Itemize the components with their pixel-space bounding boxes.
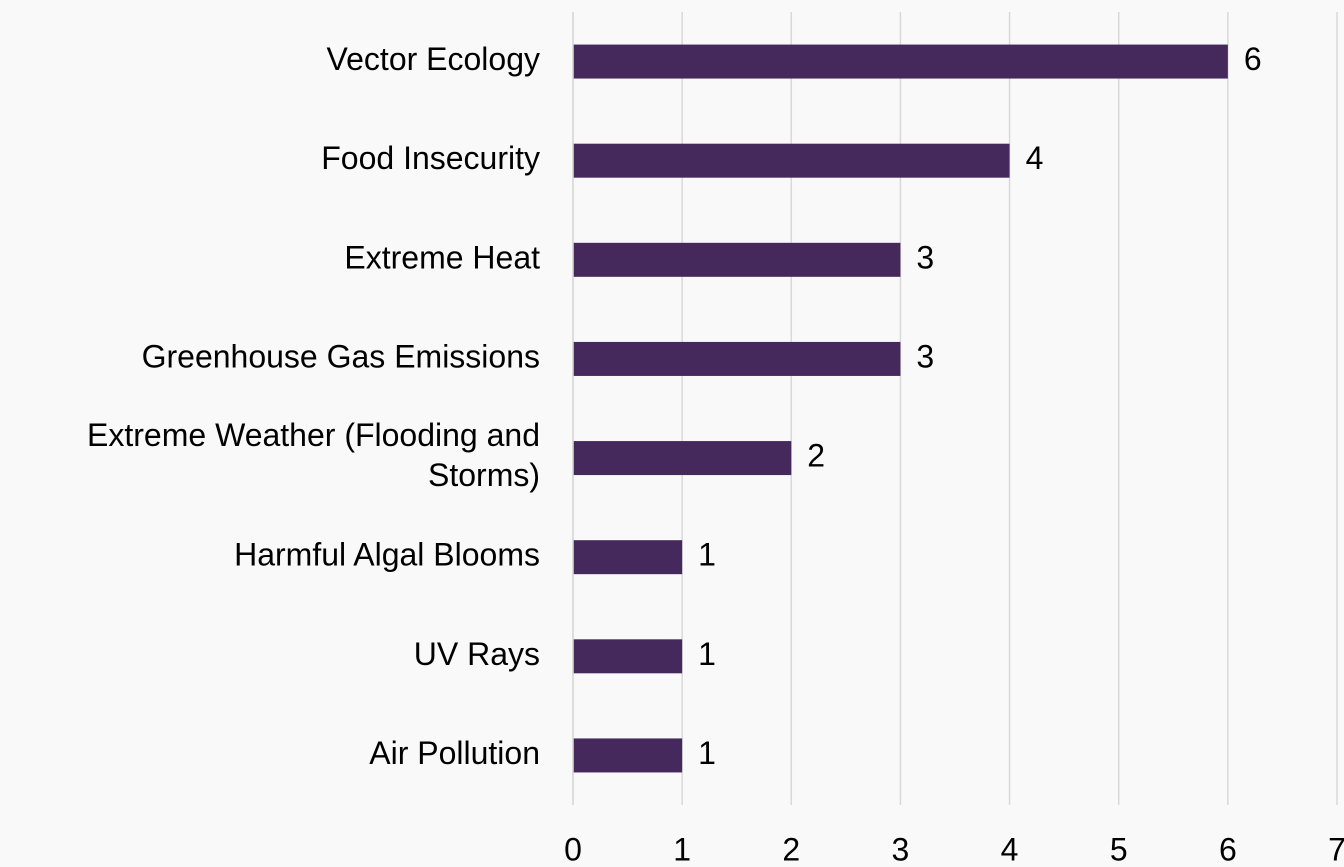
y-tick-label: Vector Ecology — [327, 41, 540, 77]
x-tick-label: 7 — [1328, 831, 1344, 867]
y-tick-label: Extreme Weather (Flooding and Storms) — [87, 418, 540, 494]
bar — [573, 639, 683, 674]
x-tick-label: 3 — [892, 831, 910, 867]
y-tick-label: Extreme Heat — [344, 239, 540, 275]
data-label: 2 — [807, 438, 825, 474]
y-tick-label: UV Rays — [414, 636, 540, 672]
y-tick-label: Greenhouse Gas Emissions — [142, 338, 540, 374]
bar — [573, 143, 1010, 178]
bar — [573, 540, 683, 575]
data-label: 3 — [916, 338, 934, 374]
data-label: 1 — [698, 537, 716, 573]
x-tick-label: 6 — [1219, 831, 1237, 867]
bar — [573, 341, 901, 376]
data-label: 3 — [916, 239, 934, 275]
y-tick-label: Harmful Algal Blooms — [234, 537, 540, 573]
bar — [573, 441, 792, 476]
y-tick-label: Air Pollution — [369, 735, 540, 771]
bar — [573, 242, 901, 277]
x-tick-label: 2 — [782, 831, 800, 867]
x-tick-label: 4 — [1001, 831, 1019, 867]
bar — [573, 44, 1228, 79]
data-label: 6 — [1244, 41, 1262, 77]
bar — [573, 738, 683, 773]
x-tick-label: 5 — [1110, 831, 1128, 867]
x-tick-label: 1 — [673, 831, 691, 867]
data-label: 1 — [698, 636, 716, 672]
data-label: 1 — [698, 735, 716, 771]
x-tick-label: 0 — [564, 831, 582, 867]
y-tick-label: Food Insecurity — [321, 140, 540, 176]
data-label: 4 — [1026, 140, 1044, 176]
